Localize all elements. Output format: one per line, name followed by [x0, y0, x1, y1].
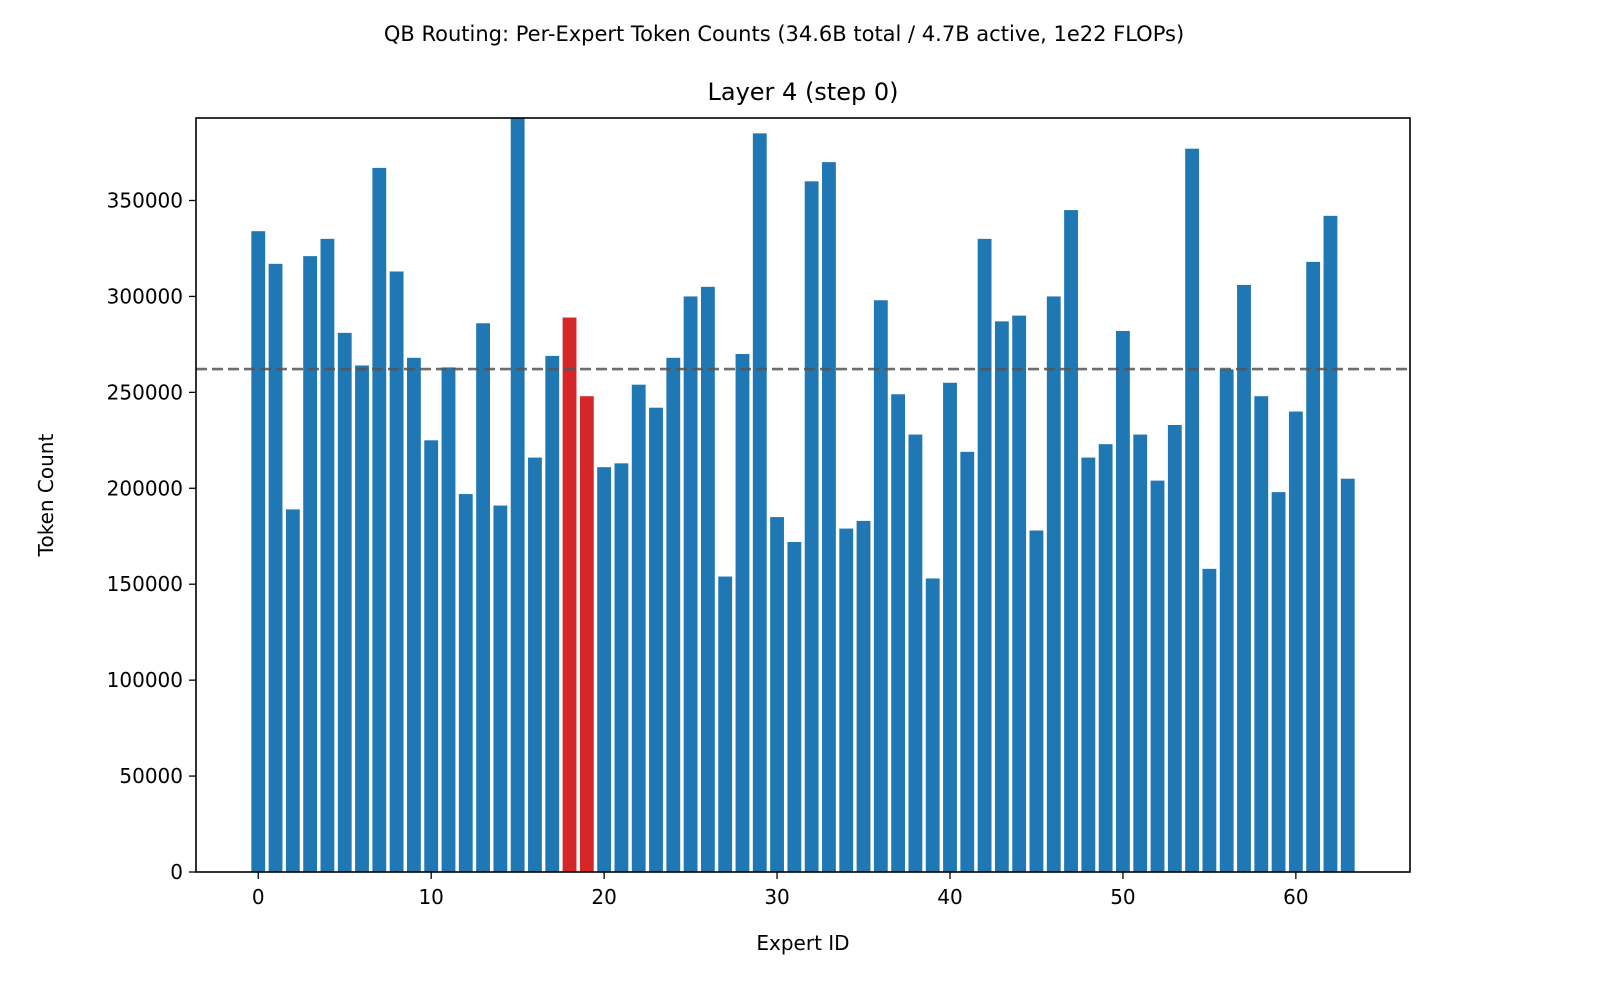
- bar-expert-31: [787, 542, 802, 872]
- bar-expert-27: [718, 576, 733, 872]
- bar-expert-7: [372, 167, 387, 873]
- bar-expert-38: [908, 434, 923, 872]
- bar-expert-57: [1237, 284, 1251, 872]
- bar-expert-61: [1306, 261, 1321, 872]
- y-tick-label: 50000: [119, 764, 183, 788]
- bar-expert-63: [1340, 478, 1355, 872]
- bar-expert-39: [925, 578, 940, 872]
- bar-expert-19: [579, 396, 594, 872]
- axis-ticks: 0 10 20 30 40 50 60 0 50000 100000 150000 200000 250…: [107, 188, 1309, 909]
- bar-expert-52: [1150, 480, 1165, 872]
- y-tick-label: 150000: [107, 572, 183, 596]
- bar-expert-14: [493, 505, 508, 872]
- bar-expert-54: [1185, 148, 1200, 872]
- bar-expert-58: [1254, 396, 1269, 872]
- bar-expert-32: [804, 181, 819, 872]
- bar-expert-56: [1219, 369, 1234, 872]
- y-tick-label: 350000: [107, 188, 183, 212]
- y-axis-label: Token Count: [34, 434, 58, 558]
- bar-expert-48: [1081, 457, 1096, 872]
- bar-expert-10: [424, 440, 439, 872]
- bar-expert-50: [1116, 330, 1130, 873]
- bar-expert-6: [355, 365, 369, 872]
- bar-expert-59: [1271, 492, 1286, 872]
- bar-expert-23: [649, 407, 663, 872]
- x-tick-label: 40: [937, 885, 962, 909]
- bar-expert-24: [666, 357, 681, 872]
- bar-expert-51: [1133, 434, 1148, 872]
- x-tick-label: 30: [764, 885, 789, 909]
- bar-expert-25: [683, 296, 698, 872]
- bar-expert-13: [476, 323, 490, 872]
- y-tick-label: 200000: [107, 476, 183, 500]
- bar-expert-34: [839, 528, 854, 872]
- bar-expert-45: [1029, 530, 1044, 872]
- chart-title: Layer 4 (step 0): [708, 78, 899, 106]
- bar-expert-26: [700, 286, 715, 872]
- x-axis-label: Expert ID: [756, 931, 849, 955]
- bar-expert-1: [268, 263, 283, 872]
- bar-expert-8: [389, 271, 404, 873]
- chart-suptitle: QB Routing: Per-Expert Token Counts (34.…: [384, 22, 1184, 46]
- bar-expert-49: [1098, 444, 1113, 872]
- bar-expert-60: [1288, 411, 1303, 872]
- bar-expert-22: [631, 384, 646, 872]
- bar-expert-36: [873, 300, 888, 872]
- bar-expert-5: [337, 332, 352, 873]
- plot-frame: [195, 117, 1411, 873]
- bar-expert-46: [1046, 296, 1061, 872]
- y-tick-label: 250000: [107, 380, 183, 404]
- bar-expert-41: [960, 451, 975, 872]
- bar-expert-3: [303, 256, 318, 872]
- bar-expert-29: [752, 133, 767, 872]
- x-tick-label: 20: [591, 885, 616, 909]
- y-tick-label: 0: [170, 860, 183, 884]
- bar-expert-17: [545, 355, 560, 872]
- bar-expert-2: [285, 509, 300, 872]
- bar-expert-55: [1202, 568, 1217, 872]
- bar-expert-35: [856, 520, 871, 872]
- bar-expert-11: [441, 367, 456, 872]
- x-tick-label: 0: [252, 885, 265, 909]
- bar-expert-18: [562, 317, 577, 872]
- bar-expert-30: [770, 517, 784, 872]
- bar-expert-20: [597, 467, 612, 872]
- bars: [251, 118, 1355, 873]
- bar-expert-0: [251, 231, 266, 872]
- bar-expert-40: [943, 382, 957, 872]
- bar-expert-62: [1323, 215, 1338, 872]
- y-tick-label: 300000: [107, 284, 183, 308]
- bar-expert-21: [614, 463, 629, 872]
- bar-expert-15: [510, 118, 525, 872]
- bar-expert-12: [458, 494, 473, 872]
- y-tick-label: 100000: [107, 668, 183, 692]
- x-tick-label: 10: [418, 885, 443, 909]
- bar-expert-9: [406, 357, 421, 872]
- x-tick-label: 50: [1110, 885, 1135, 909]
- bar-expert-16: [528, 457, 542, 872]
- bar-expert-47: [1064, 210, 1078, 872]
- bar-expert-4: [320, 238, 335, 872]
- bar-expert-42: [977, 238, 992, 872]
- bar-expert-43: [994, 321, 1009, 872]
- bar-expert-28: [735, 353, 750, 872]
- bar-expert-33: [822, 162, 836, 873]
- x-tick-label: 60: [1283, 885, 1308, 909]
- bar-expert-53: [1167, 424, 1182, 872]
- bar-expert-37: [891, 394, 906, 872]
- bar-expert-44: [1012, 315, 1027, 872]
